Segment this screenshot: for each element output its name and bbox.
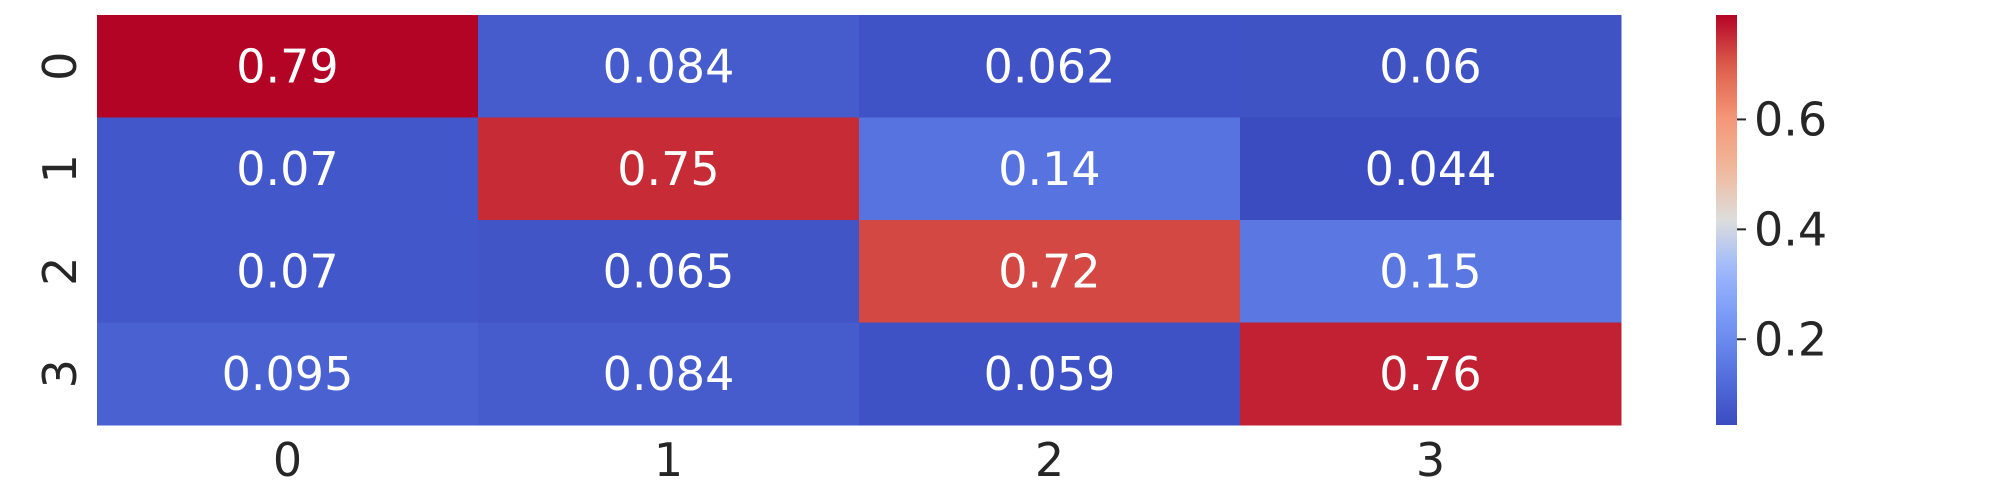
cell-value-label: 0.79: [236, 39, 338, 93]
y-axis: 0 1 2 3: [33, 52, 87, 389]
x-tick-label: 0: [273, 433, 302, 487]
x-tick-label: 2: [1035, 433, 1064, 487]
x-axis: 0 1 2 3: [273, 433, 1445, 487]
heatmap-cell: [97, 117, 479, 221]
cell-value-label: 0.062: [984, 39, 1116, 93]
cell-value-label: 0.15: [1379, 244, 1481, 298]
cell-value-label: 0.72: [998, 244, 1100, 298]
heatmap-cell: [1240, 220, 1622, 323]
heatmap-cell: [1240, 15, 1622, 118]
cell-value-label: 0.044: [1365, 142, 1497, 196]
colorbar-tick-label: 0.4: [1754, 202, 1827, 256]
cell-value-label: 0.065: [603, 244, 735, 298]
cell-value-label: 0.14: [998, 142, 1100, 196]
heatmap-cell: [1240, 322, 1622, 426]
heatmap-cell: [859, 15, 1241, 118]
colorbar: 0.2 0.4 0.6: [1716, 15, 1827, 425]
x-tick-label: 3: [1416, 433, 1445, 487]
heatmap-cell: [859, 322, 1241, 426]
cell-value-label: 0.084: [603, 347, 735, 401]
cell-value-label: 0.75: [617, 142, 719, 196]
heatmap-cell: [97, 220, 479, 323]
cell-value-label: 0.76: [1379, 347, 1481, 401]
cell-value-label: 0.095: [222, 347, 354, 401]
x-tick-label: 1: [654, 433, 683, 487]
cell-value-label: 0.059: [984, 347, 1116, 401]
cell-value-label: 0.07: [236, 142, 338, 196]
y-tick-label: 2: [33, 257, 87, 286]
heatmap-cell: [859, 220, 1241, 323]
heatmap-cell: [97, 15, 479, 118]
heatmap-cell: [478, 220, 860, 323]
y-tick-label: 0: [33, 52, 87, 81]
cell-value-label: 0.07: [236, 244, 338, 298]
heatmap-cell: [478, 322, 860, 426]
colorbar-ticks: 0.2 0.4 0.6: [1737, 92, 1827, 366]
cell-value-label: 0.06: [1379, 39, 1481, 93]
heatmap-cell: [1240, 117, 1622, 221]
heatmap-cells: 0.79 0.084 0.062 0.06 0.07 0.75 0.14 0.044 0.07 0…: [97, 15, 1622, 426]
y-tick-label: 3: [33, 359, 87, 388]
colorbar-tick-label: 0.2: [1754, 312, 1827, 366]
heatmap-cell: [859, 117, 1241, 221]
y-tick-label: 1: [33, 154, 87, 183]
heatmap-cell: [478, 15, 860, 118]
heatmap-cell: [478, 117, 860, 221]
colorbar-gradient: [1716, 15, 1737, 425]
heatmap-cell: [97, 322, 479, 426]
cell-value-label: 0.084: [603, 39, 735, 93]
colorbar-tick-label: 0.6: [1754, 92, 1827, 146]
